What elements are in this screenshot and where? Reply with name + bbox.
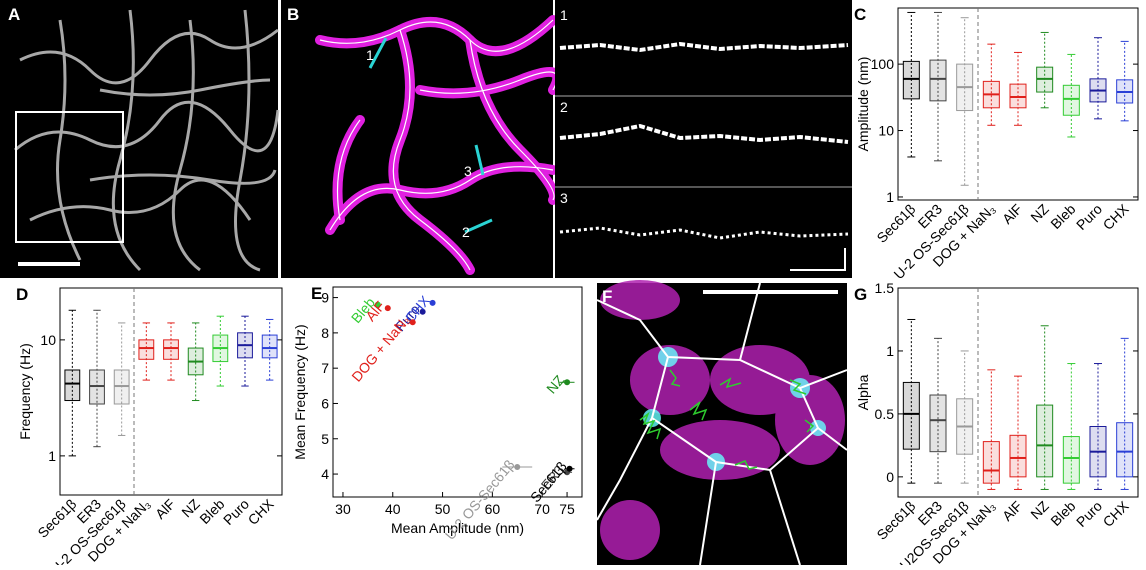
x-tick-label: 30 xyxy=(335,501,351,517)
panel-label: G xyxy=(854,285,867,304)
panel-label: A xyxy=(8,5,20,24)
y-tick-label: 7 xyxy=(321,360,329,376)
y-axis-label: Alpha xyxy=(855,374,871,410)
y-axis-label: Frequency (Hz) xyxy=(17,343,33,439)
profile-label: 2 xyxy=(560,99,568,115)
kymographs: 1 2 3 xyxy=(555,0,852,278)
x-tick-label: 50 xyxy=(435,501,451,517)
x-tick-label: Puro xyxy=(1073,201,1105,233)
point xyxy=(566,465,573,472)
y-tick-label: 10 xyxy=(878,123,894,139)
x-tick-label: 60 xyxy=(485,501,501,517)
profile-label: 3 xyxy=(560,190,568,206)
plot-frame xyxy=(897,7,1139,201)
box xyxy=(902,60,920,100)
x-tick-label: 40 xyxy=(385,501,401,517)
y-tick-label: 6 xyxy=(321,395,329,411)
y-tick-label: 10 xyxy=(40,332,56,348)
box xyxy=(1036,404,1054,478)
profile-label: 1 xyxy=(560,7,568,23)
box xyxy=(1116,422,1134,478)
x-tick-label: Bleb xyxy=(1047,498,1078,529)
panel-label: B xyxy=(287,5,299,24)
x-tick-label: AlF xyxy=(999,498,1025,524)
box xyxy=(1009,434,1027,478)
y-tick-label: 4 xyxy=(321,466,329,482)
x-tick-label: 70 xyxy=(534,501,550,517)
plot-frame xyxy=(332,286,583,498)
point xyxy=(384,305,391,312)
y-tick-label: 0 xyxy=(886,469,894,485)
point xyxy=(429,299,436,306)
profile-marker: 3 xyxy=(464,163,472,179)
box xyxy=(64,369,81,402)
x-tick-label: Sec61β xyxy=(34,496,79,541)
panel-label: E xyxy=(311,284,322,303)
plot-frame xyxy=(59,287,283,496)
box xyxy=(929,59,947,102)
micrograph-f: F xyxy=(596,280,848,566)
x-axis-label: Mean Amplitude (nm) xyxy=(391,520,524,536)
y-tick-label: 100 xyxy=(871,56,895,72)
y-tick-label: 1.5 xyxy=(875,280,895,296)
box xyxy=(163,339,179,360)
y-tick-label: 5 xyxy=(321,431,329,447)
y-tick-label: 9 xyxy=(321,290,329,306)
point-label: NZ xyxy=(543,372,568,397)
x-tick-label: AlF xyxy=(999,201,1025,227)
box xyxy=(1009,83,1027,109)
box xyxy=(982,441,1000,484)
box xyxy=(138,339,155,360)
x-tick-label: Bleb xyxy=(196,496,227,527)
plot-frame xyxy=(897,287,1139,498)
box xyxy=(929,394,947,453)
point xyxy=(419,308,426,315)
micrograph-a: A xyxy=(0,0,280,278)
x-tick-label: CHX xyxy=(1100,497,1133,530)
x-tick-label: Puro xyxy=(1073,498,1105,530)
y-tick-label: 1 xyxy=(886,343,894,359)
x-tick-label: CHX xyxy=(245,495,278,528)
x-tick-label: Bleb xyxy=(1047,201,1078,232)
y-tick-label: 1 xyxy=(886,189,894,205)
panel-label: D xyxy=(16,285,28,304)
x-tick-label: Puro xyxy=(220,496,252,528)
point xyxy=(409,319,416,326)
y-tick-label: 8 xyxy=(321,325,329,341)
box xyxy=(1062,436,1080,484)
y-axis-label: Mean Frequency (Hz) xyxy=(292,324,308,459)
profile-marker: 1 xyxy=(366,47,374,63)
box xyxy=(261,334,278,359)
panel-label: C xyxy=(854,5,866,24)
point-label: Sec61β xyxy=(527,458,570,505)
point xyxy=(374,301,381,308)
y-axis-label: Amplitude (nm) xyxy=(855,57,871,152)
panel-label: F xyxy=(602,287,612,306)
x-tick-label: Sec61β xyxy=(873,201,918,246)
x-tick-label: Sec61β xyxy=(873,498,918,543)
micrograph-b: 1 3 2 B xyxy=(281,0,563,278)
x-tick-label: 75 xyxy=(559,501,575,517)
box xyxy=(1062,84,1080,116)
point xyxy=(564,379,571,386)
y-tick-label: 1 xyxy=(48,448,56,464)
point xyxy=(514,464,521,470)
box xyxy=(902,381,920,450)
y-tick-label: 0.5 xyxy=(875,406,895,422)
x-tick-label: CHX xyxy=(1100,200,1133,233)
profile-marker: 2 xyxy=(462,224,470,240)
x-tick-label: AlF xyxy=(152,496,178,522)
